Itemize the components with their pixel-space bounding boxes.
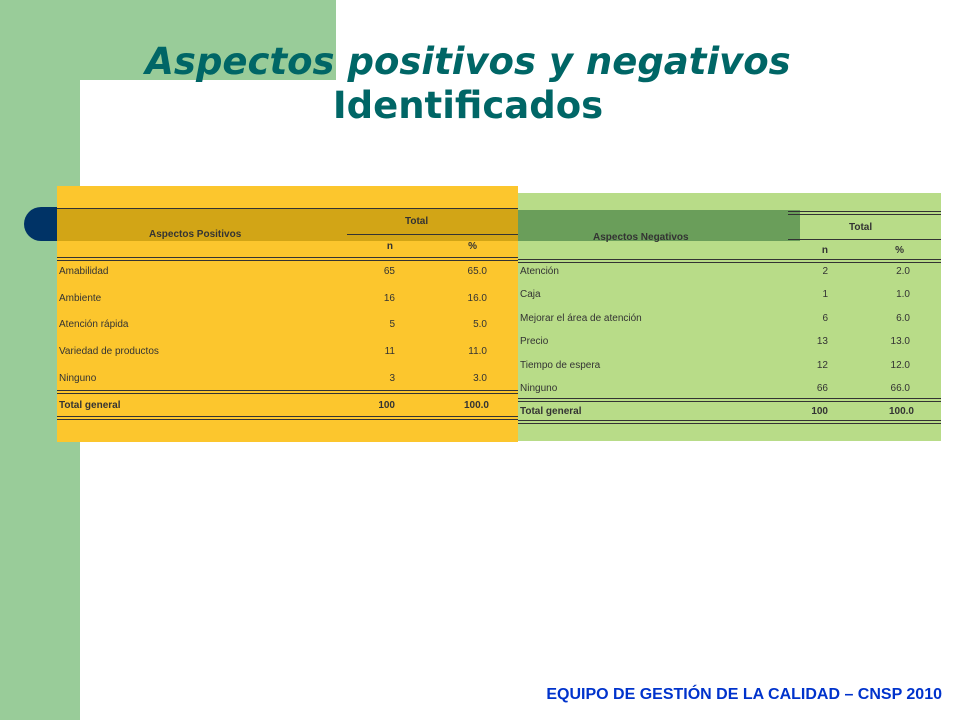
- row-pct: 5.0: [473, 319, 487, 330]
- row-pct: 11.0: [468, 346, 487, 357]
- negativos-header: Aspectos Negativos: [593, 232, 689, 243]
- negativos-col-n: n: [821, 245, 828, 256]
- positivos-table: Aspectos Positivos Total n % Amabilidad …: [57, 186, 518, 442]
- rule: [57, 257, 518, 261]
- negativos-total-label: Total: [849, 222, 873, 233]
- rule: [788, 211, 941, 215]
- row-n: 5: [389, 319, 395, 330]
- row-pct: 1.0: [896, 289, 910, 300]
- positivos-header-band: [57, 208, 518, 241]
- row-pct: 12.0: [890, 360, 910, 371]
- row-n: 2: [822, 266, 828, 277]
- row-label: Atención: [520, 266, 559, 277]
- rule: [518, 259, 941, 263]
- row-n: 16: [383, 293, 395, 304]
- background-green-top: [0, 0, 336, 80]
- row-label: Precio: [520, 336, 549, 347]
- row-pct: 66.0: [890, 383, 910, 394]
- rule: [57, 416, 518, 420]
- rule: [57, 390, 518, 394]
- positivos-header: Aspectos Positivos: [149, 229, 242, 240]
- rule: [518, 420, 941, 424]
- row-label: Caja: [520, 289, 541, 300]
- row-label: Ambiente: [59, 293, 102, 304]
- row-n: 12: [816, 360, 828, 371]
- row-pct: 2.0: [896, 266, 910, 277]
- row-n: 6: [822, 313, 828, 324]
- row-pct: 6.0: [896, 313, 910, 324]
- total-pct: 100.0: [463, 400, 489, 411]
- positivos-col-n: n: [386, 241, 393, 252]
- positivos-total-label: Total: [405, 216, 429, 227]
- row-n: 66: [816, 383, 828, 394]
- rule: [57, 208, 518, 209]
- row-pct: 65.0: [467, 266, 487, 277]
- rule: [788, 239, 941, 240]
- row-pct: 3.0: [473, 373, 487, 384]
- slide-title-line1: Aspectos positivos y negativos: [145, 40, 791, 83]
- total-n: 100: [811, 406, 828, 417]
- total-pct: 100.0: [888, 406, 914, 417]
- row-n: 1: [822, 289, 828, 300]
- footer-text: EQUIPO DE GESTIÓN DE LA CALIDAD – CNSP 2…: [546, 686, 942, 703]
- row-label: Variedad de productos: [59, 346, 159, 357]
- slide-title-line2: Identificados: [332, 84, 604, 127]
- row-n: 3: [389, 373, 395, 384]
- row-pct: 13.0: [890, 336, 910, 347]
- row-label: Ninguno: [520, 383, 558, 394]
- row-label: Mejorar el área de atención: [520, 313, 642, 324]
- total-label: Total general: [59, 400, 121, 411]
- rule: [347, 234, 518, 235]
- rule: [518, 398, 941, 402]
- row-label: Atención rápida: [59, 319, 129, 330]
- positivos-col-pct: %: [468, 241, 477, 252]
- row-label: Amabilidad: [59, 266, 109, 277]
- negativos-col-pct: %: [895, 245, 904, 256]
- row-pct: 16.0: [467, 293, 487, 304]
- total-label: Total general: [520, 406, 582, 417]
- row-n: 65: [383, 266, 395, 277]
- negativos-header-band: [518, 210, 800, 241]
- total-n: 100: [378, 400, 395, 411]
- row-n: 11: [384, 346, 395, 357]
- row-n: 13: [816, 336, 828, 347]
- negativos-table: Aspectos Negativos Total n % Atención 2 …: [518, 193, 941, 441]
- row-label: Tiempo de espera: [520, 360, 601, 371]
- slide-title: Aspectos positivos y negativos Identific…: [80, 40, 856, 128]
- row-label: Ninguno: [59, 373, 97, 384]
